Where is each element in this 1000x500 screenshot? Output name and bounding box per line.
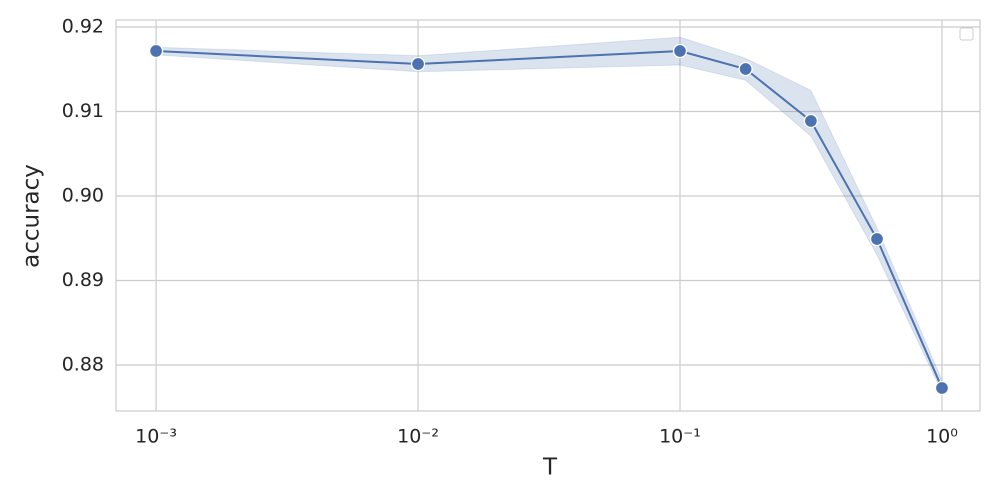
y-axis-label: accuracy — [19, 164, 45, 268]
y-tick-label: 0.88 — [62, 354, 104, 376]
x-tick-label: 10⁻¹ — [659, 426, 701, 448]
x-tick-label: 10⁰ — [926, 426, 958, 448]
x-tick-label: 10⁻³ — [135, 426, 177, 448]
marker — [803, 113, 819, 129]
x-tick-label: 10⁻² — [397, 426, 439, 448]
x-axis-label: T — [542, 455, 558, 481]
marker — [148, 43, 164, 59]
marker — [869, 231, 885, 247]
grid — [116, 20, 980, 411]
y-tick-label: 0.90 — [62, 185, 104, 207]
y-tick-label: 0.91 — [62, 100, 104, 122]
legend-box — [959, 27, 974, 41]
y-tick-label: 0.89 — [62, 269, 104, 291]
marker — [410, 56, 426, 72]
marker — [672, 43, 688, 59]
plot-frame — [115, 19, 981, 412]
marker — [934, 380, 950, 396]
marker — [738, 61, 753, 77]
y-tick-label: 0.92 — [62, 16, 104, 38]
